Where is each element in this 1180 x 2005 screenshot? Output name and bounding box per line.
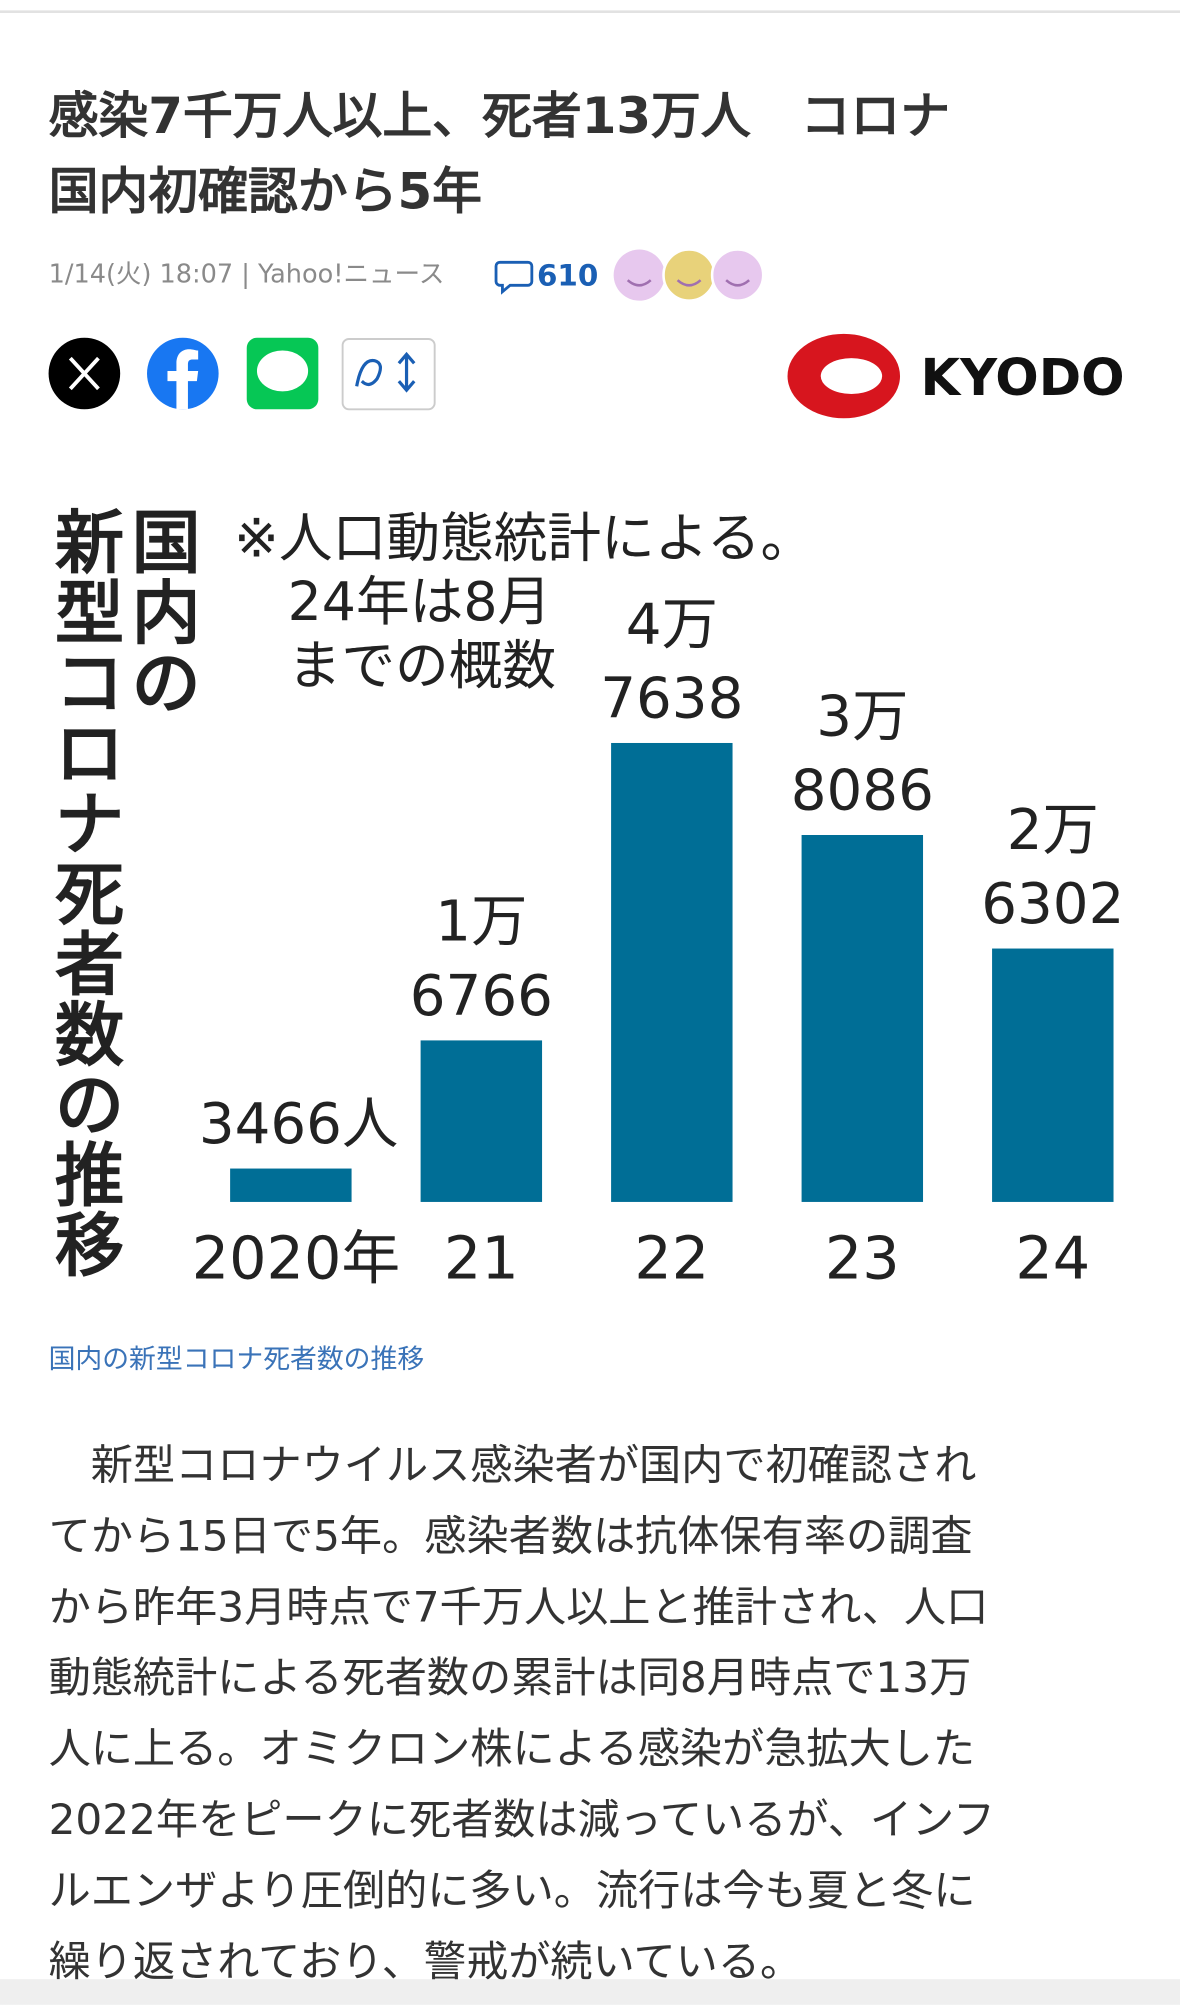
body-line: 人に上る。オミクロン株による感染が急拡大した [49, 1724, 976, 1773]
reactions[interactable] [613, 248, 765, 302]
line-bubble [256, 350, 309, 392]
x-tick-label: 2020年 [192, 1224, 400, 1293]
facebook-glyph [167, 349, 199, 410]
bar [420, 1040, 543, 1202]
font-size-box [341, 338, 436, 411]
logo-inner [820, 358, 883, 394]
body-line: 動態統計による死者数の累計は同8月時点で13万 [49, 1653, 972, 1702]
share-facebook[interactable] [147, 337, 219, 410]
comment-count: 610 [537, 258, 598, 292]
headline: 感染7千万人以上、死者13万人 コロナ [49, 87, 951, 145]
body-line: ルエンザより圧倒的に多い。流行は今も夏と冬に [49, 1866, 976, 1915]
data-label: 3万 [816, 684, 908, 749]
logo-text: KYODO [920, 349, 1124, 408]
data-label: 6302 [981, 872, 1124, 937]
data-label: 2万 [1007, 798, 1099, 863]
data-label: 3466人 [199, 1092, 398, 1157]
data-label: 6766 [410, 964, 553, 1029]
x-glyph [68, 356, 100, 391]
bottom-bar [0, 1979, 1180, 2005]
data-label: 7638 [600, 666, 743, 731]
data-label: 4万 [626, 592, 718, 657]
x-tick-label: 23 [825, 1224, 900, 1293]
x-tick-label: 22 [634, 1224, 709, 1293]
chart-note: 24年は8月 [288, 570, 552, 633]
source-logo: KYODO [787, 333, 1125, 419]
reaction-face [710, 248, 765, 302]
bar [801, 835, 924, 1202]
reaction-smile [626, 279, 751, 287]
chart-title-column: 国内の [132, 504, 201, 725]
comment-link[interactable]: 610 [494, 258, 598, 295]
data-label: 1万 [435, 890, 527, 955]
x-tick-label: 21 [444, 1224, 519, 1293]
bar [230, 1168, 352, 1202]
image-caption: 国内の新型コロナ死者数の推移 [49, 1344, 425, 1375]
data-label: 8086 [791, 758, 934, 823]
headline: 国内初確認から5年 [49, 163, 482, 221]
body-line: 繰り返されており、警戒が続いている。 [49, 1937, 803, 1986]
body-line: 2022年をピークに死者数は減っているが、インフ [49, 1795, 996, 1844]
article-body: 新型コロナウイルス感染者が国内で初確認されてから15日で5年。感染者数は抗体保有… [49, 1440, 996, 1986]
share-line[interactable] [246, 337, 319, 410]
share-x[interactable] [48, 337, 121, 410]
reaction-face [662, 248, 716, 302]
font-size-glyph [355, 351, 416, 393]
font-size-button[interactable] [341, 338, 436, 411]
body-line: てから15日で5年。感染者数は抗体保有率の調査 [49, 1511, 973, 1560]
bar [611, 742, 733, 1202]
body-line: 新型コロナウイルス感染者が国内で初確認され [49, 1440, 977, 1489]
bar [992, 948, 1114, 1202]
meta: 1/14(火) 18:07 | Yahoo!ニュース [49, 260, 445, 290]
chart-note: までの概数 [288, 634, 556, 697]
body-line: から昨年3月時点で7千万人以上と推計され、人口 [49, 1582, 989, 1631]
chart-note: ※人口動態統計による。 [234, 506, 814, 569]
comment-icon [494, 260, 534, 295]
x-tick-label: 24 [1015, 1224, 1090, 1293]
reaction-face [613, 249, 665, 301]
chart-title-column: 新型コロナ死者数の推移 [55, 504, 124, 1287]
